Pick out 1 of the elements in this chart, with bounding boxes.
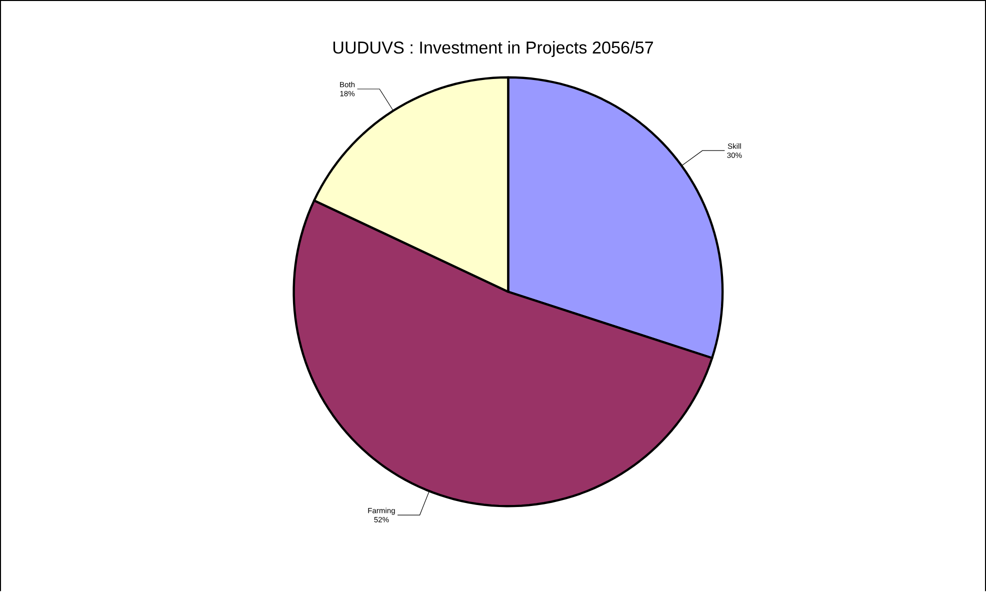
chart-title: UUDUVS : Investment in Projects 2056/57 [333,41,653,58]
